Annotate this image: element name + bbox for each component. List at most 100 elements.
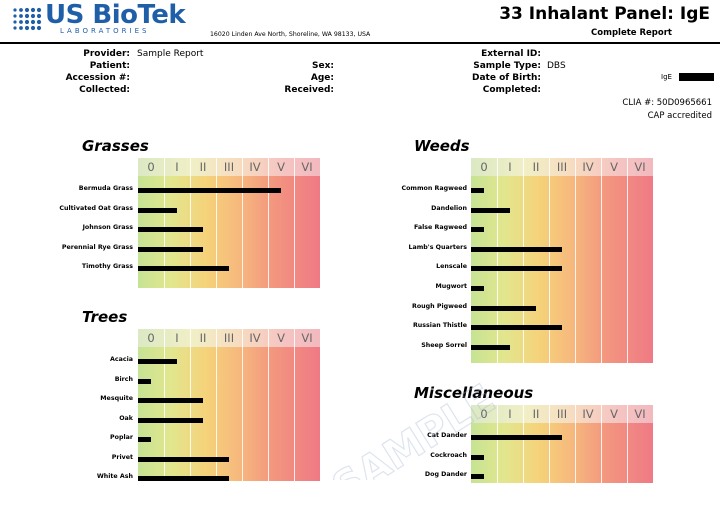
class-divider (549, 158, 550, 363)
allergen-bar (471, 474, 484, 479)
sample-type-value: DBS (547, 61, 566, 71)
allergen-bar (138, 207, 177, 213)
class-divider (242, 329, 243, 481)
class-label: IV (582, 160, 594, 174)
class-label: II (199, 160, 207, 174)
class-label: V (277, 331, 285, 345)
class-label: III (556, 407, 568, 421)
allergen-bar (138, 378, 151, 384)
allergen-label: Russian Thistle (412, 322, 467, 330)
allergen-label: Common Ragweed (401, 185, 467, 192)
logo: US BioTek LABORATORIES (12, 0, 187, 40)
class-label: IV (249, 160, 261, 174)
allergen-bar (138, 437, 151, 442)
class-label: VI (301, 331, 313, 345)
logo-name: US BioTek (45, 0, 186, 30)
class-divider (627, 158, 628, 363)
class-divider (268, 329, 269, 481)
class-divider (601, 158, 602, 363)
class-divider (575, 405, 576, 483)
class-divider (497, 158, 498, 363)
class-divider (294, 329, 295, 481)
provider-value: Sample Report (137, 49, 204, 59)
allergen-label: Birch (114, 375, 133, 383)
class-label: V (277, 160, 285, 174)
allergen-bar (138, 398, 203, 403)
class-divider (627, 405, 628, 483)
logo-subtitle: LABORATORIES (60, 27, 150, 35)
completed-label: Completed: (482, 85, 541, 95)
class-label: II (532, 407, 540, 421)
provider-label: Provider: (83, 49, 130, 59)
ige-redacted-value (679, 73, 714, 81)
allergen-label: Mesquite (100, 395, 133, 402)
ige-label: IgE (661, 73, 672, 81)
class-divider (164, 329, 165, 481)
class-label: II (199, 331, 207, 345)
allergen-label: Rough Pigweed (412, 302, 467, 310)
class-divider (294, 158, 295, 288)
allergen-label: Poplar (110, 434, 133, 441)
allergen-label: Timothy Grass (81, 263, 133, 270)
allergen-label: Perennial Rye Grass (61, 243, 133, 251)
accession-label: Accession #: (65, 73, 130, 83)
class-divider (549, 405, 550, 483)
panel-chart-miscellaneous: 0 I II III IV V VI (471, 405, 653, 483)
panel-title-weeds: Weeds (414, 137, 470, 155)
allergen-bar (138, 246, 203, 252)
allergen-label: Privet (111, 453, 133, 461)
class-label: VI (634, 160, 646, 174)
patient-label: Patient: (89, 61, 130, 71)
class-header (138, 329, 320, 347)
allergen-bar (138, 266, 229, 271)
allergen-label: Johnson Grass (82, 224, 133, 231)
class-header (471, 158, 653, 176)
class-label: V (610, 407, 618, 421)
panel-chart-grasses: 0 I II III IV V VI (138, 158, 320, 288)
class-divider (190, 158, 191, 288)
allergen-label: Dog Dander (424, 471, 467, 478)
class-gradient (471, 423, 653, 483)
sex-label: Sex: (312, 61, 334, 71)
panel-title-grasses: Grasses (82, 137, 149, 155)
class-label: I (175, 331, 179, 345)
allergen-bar (138, 188, 281, 193)
allergen-label: Acacia (110, 356, 133, 363)
allergen-label: Lenscale (436, 263, 467, 271)
allergen-bar (471, 454, 484, 460)
panel-title-trees: Trees (82, 308, 128, 326)
allergen-bar (471, 266, 562, 272)
class-divider (216, 329, 217, 481)
class-divider (190, 329, 191, 481)
allergen-bar (471, 325, 562, 331)
class-divider (216, 158, 217, 288)
allergen-bar (471, 286, 484, 291)
class-header (471, 405, 653, 423)
panel-chart-trees: 0 I II III IV V VI (138, 329, 320, 481)
allergen-label: False Ragweed (413, 224, 467, 232)
sample-watermark: SAMPLE (324, 375, 504, 480)
class-label: 0 (147, 331, 155, 345)
class-label: 0 (480, 407, 488, 421)
allergen-bar (471, 435, 562, 440)
class-label: I (508, 160, 512, 174)
class-label: II (532, 160, 540, 174)
allergen-label: Mugwort (435, 283, 467, 290)
class-label: VI (301, 160, 313, 174)
panel-title-miscellaneous: Miscellaneous (414, 384, 534, 402)
allergen-bar (471, 305, 536, 311)
svg-text:SAMPLE: SAMPLE (325, 376, 503, 480)
allergen-label: Cockroach (430, 451, 467, 459)
class-label: III (223, 160, 235, 174)
class-header (138, 158, 320, 176)
class-label: IV (582, 407, 594, 421)
dob-label: Date of Birth: (471, 73, 541, 83)
class-divider (497, 405, 498, 483)
class-label: III (556, 160, 568, 174)
allergen-label: White Ash (96, 473, 133, 480)
allergen-bar (471, 344, 510, 350)
allergen-bar (138, 417, 203, 423)
allergen-label: Oak (119, 414, 133, 422)
allergen-label: Dandelion (431, 204, 467, 212)
class-label: I (175, 160, 179, 174)
